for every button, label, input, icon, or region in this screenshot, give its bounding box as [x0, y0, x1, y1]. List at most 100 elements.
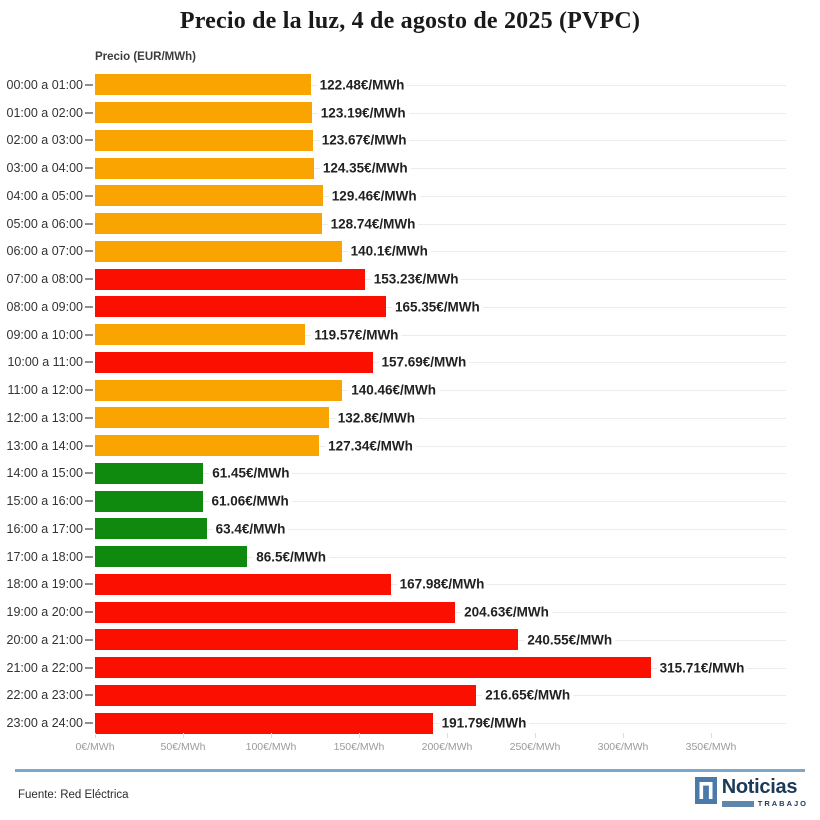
bar-row: 23:00 a 24:00 191.79€/MWh: [0, 709, 820, 737]
bar-row: 21:00 a 22:00 315.71€/MWh: [0, 654, 820, 682]
price-bar: [95, 379, 343, 401]
price-bar: [95, 324, 306, 346]
logo-wordmark: Noticias TRABAJO: [721, 776, 808, 808]
hour-range-label: 04:00 a 05:00: [6, 188, 83, 203]
category-tick: [85, 361, 93, 364]
category-tick: [85, 694, 93, 697]
bar-row: 16:00 a 17:00 63.4€/MWh: [0, 515, 820, 543]
bar-row: 05:00 a 06:00 128.74€/MWh: [0, 210, 820, 238]
hour-range-label: 12:00 a 13:00: [6, 410, 83, 425]
logo-name-text: Noticias: [721, 776, 798, 798]
category-tick: [85, 305, 93, 308]
price-bar: [95, 268, 365, 290]
x-axis-tick-label: 100€/MWh: [245, 741, 297, 753]
source-attribution: Fuente: Red Eléctrica: [18, 789, 129, 801]
category-tick: [85, 666, 93, 669]
category-tick: [85, 194, 93, 197]
row-gridline: [95, 334, 786, 336]
x-axis-tick-label: 50€/MWh: [160, 741, 206, 753]
price-bar: [95, 629, 519, 651]
price-bar: [95, 296, 386, 318]
category-tick: [85, 389, 93, 392]
price-value-label: 153.23€/MWh: [370, 270, 462, 288]
price-bar: [95, 546, 248, 568]
row-gridline: [95, 168, 786, 170]
chart-title: Precio de la luz, 4 de agosto de 2025 (P…: [179, 8, 641, 34]
price-value-label: 124.35€/MWh: [319, 159, 411, 177]
logo-subrow: TRABAJO: [721, 799, 808, 808]
category-tick: [85, 555, 93, 558]
category-tick: [85, 167, 93, 170]
hour-range-label: 06:00 a 07:00: [6, 244, 83, 259]
x-axis-tick-mark: [95, 733, 96, 738]
hour-range-label: 01:00 a 02:00: [6, 105, 83, 120]
bar-row: 22:00 a 23:00 216.65€/MWh: [0, 682, 820, 710]
price-value-label: 240.55€/MWh: [524, 631, 616, 649]
price-value-label: 132.8€/MWh: [334, 409, 418, 427]
hour-range-label: 17:00 a 18:00: [6, 549, 83, 564]
category-tick: [85, 111, 93, 114]
bar-row: 08:00 a 09:00 165.35€/MWh: [0, 293, 820, 321]
x-axis-tick-mark: [623, 733, 624, 738]
bar-row: 11:00 a 12:00 140.46€/MWh: [0, 376, 820, 404]
bar-row: 04:00 a 05:00 129.46€/MWh: [0, 182, 820, 210]
price-bar: [95, 684, 477, 706]
price-value-label: 216.65€/MWh: [482, 686, 574, 704]
price-bar: [95, 351, 373, 373]
price-value-label: 315.71€/MWh: [656, 659, 748, 677]
footer-divider: [15, 769, 805, 772]
hour-range-label: 18:00 a 19:00: [6, 577, 83, 592]
price-value-label: 127.34€/MWh: [325, 437, 416, 455]
price-value-label: 167.98€/MWh: [396, 575, 488, 593]
hour-range-label: 22:00 a 23:00: [6, 688, 83, 703]
row-gridline: [95, 473, 786, 475]
bar-row: 13:00 a 14:00 127.34€/MWh: [0, 432, 820, 460]
hour-range-label: 09:00 a 10:00: [6, 327, 83, 342]
bar-row: 02:00 a 03:00 123.67€/MWh: [0, 127, 820, 155]
price-value-label: 122.48€/MWh: [316, 76, 408, 94]
category-tick: [85, 444, 93, 447]
category-tick: [85, 83, 93, 86]
bar-row: 15:00 a 16:00 61.06€/MWh: [0, 487, 820, 515]
row-gridline: [95, 417, 786, 419]
price-bar: [95, 102, 312, 124]
x-axis-tick-label: 300€/MWh: [597, 741, 649, 753]
price-bar: [95, 157, 314, 179]
price-bar: [95, 573, 391, 595]
price-value-label: 86.5€/MWh: [253, 548, 329, 566]
price-bar: [95, 490, 203, 512]
category-tick: [85, 333, 93, 336]
hour-range-label: 03:00 a 04:00: [6, 161, 83, 176]
x-axis-tick-label: 350€/MWh: [685, 741, 737, 753]
bar-row: 01:00 a 02:00 123.19€/MWh: [0, 99, 820, 127]
hour-range-label: 21:00 a 22:00: [6, 660, 83, 675]
price-value-label: 165.35€/MWh: [392, 298, 483, 316]
hour-range-label: 02:00 a 03:00: [6, 133, 83, 148]
x-axis-tick-label: 150€/MWh: [333, 741, 385, 753]
category-tick: [85, 611, 93, 614]
bar-row: 00:00 a 01:00 122.48€/MWh: [0, 71, 820, 99]
row-gridline: [95, 140, 786, 142]
price-value-label: 128.74€/MWh: [327, 215, 419, 233]
price-value-label: 204.63€/MWh: [461, 603, 552, 621]
category-tick: [85, 472, 93, 475]
category-tick: [85, 139, 93, 142]
price-bar: [95, 601, 456, 623]
price-value-label: 129.46€/MWh: [328, 187, 420, 205]
bar-row: 07:00 a 08:00 153.23€/MWh: [0, 265, 820, 293]
price-bar: [95, 657, 651, 679]
row-gridline: [95, 556, 786, 558]
noticias-trabajo-logo: Noticias TRABAJO: [694, 776, 808, 808]
bar-row: 06:00 a 07:00 140.1€/MWh: [0, 238, 820, 266]
hour-range-label: 10:00 a 11:00: [7, 355, 83, 370]
bar-row: 09:00 a 10:00 119.57€/MWh: [0, 321, 820, 349]
price-value-label: 123.67€/MWh: [318, 131, 410, 149]
x-axis: 0€/MWh 50€/MWh 100€/MWh 150€/MWh 200€/MWh 250…: [0, 733, 820, 759]
x-axis-tick-mark: [271, 733, 272, 738]
price-bar: [95, 435, 320, 457]
x-axis-tick-mark: [711, 733, 712, 738]
category-tick: [85, 527, 93, 530]
price-bar: [95, 712, 433, 734]
price-value-label: 63.4€/MWh: [212, 520, 289, 538]
